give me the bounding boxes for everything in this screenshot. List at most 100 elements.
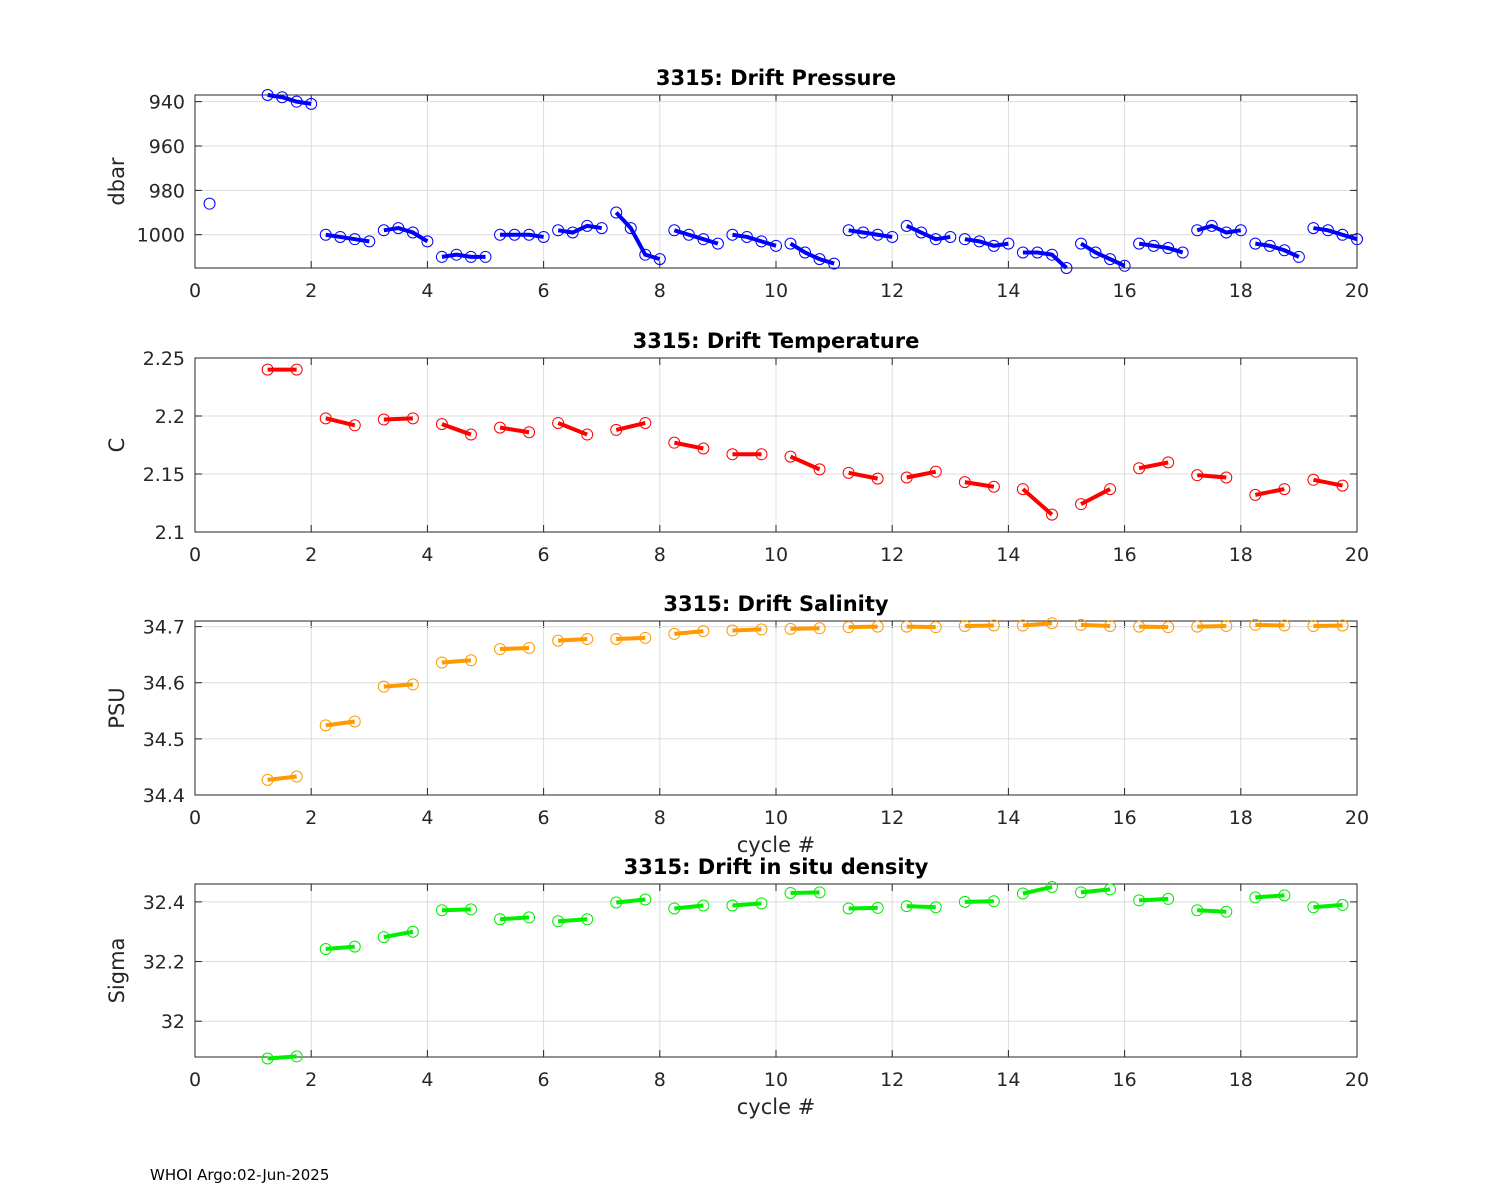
data-point: [1292, 250, 1305, 263]
data-point: [755, 897, 768, 910]
data-point: [421, 235, 434, 248]
data-point: [319, 412, 332, 425]
x-tick-label: 18: [1229, 280, 1253, 302]
series-line: [964, 480, 995, 489]
data-point: [813, 253, 826, 266]
data-point: [377, 931, 390, 944]
data-point: [668, 436, 681, 449]
data-point: [1278, 244, 1291, 257]
data-point: [581, 913, 594, 926]
data-point: [552, 224, 565, 237]
data-point: [261, 1052, 274, 1065]
data-point: [319, 228, 332, 241]
series-line: [1197, 624, 1227, 629]
x-tick-label: 0: [189, 280, 201, 302]
data-point: [1278, 619, 1291, 632]
data-point: [1104, 483, 1117, 496]
data-point: [1220, 226, 1233, 239]
data-point: [900, 471, 913, 484]
data-point: [1220, 905, 1233, 918]
data-point: [494, 913, 507, 926]
y-tick-label: 34.7: [143, 617, 185, 639]
data-point: [494, 643, 507, 656]
data-point: [1321, 224, 1334, 237]
data-point: [726, 624, 739, 637]
data-point: [1336, 898, 1349, 911]
series-line: [1197, 908, 1227, 914]
data-point: [915, 226, 928, 239]
data-point: [1104, 620, 1117, 633]
data-series: [261, 617, 1349, 786]
data-point: [581, 428, 594, 441]
series-line: [790, 626, 820, 631]
data-point: [435, 418, 448, 431]
data-point: [958, 895, 971, 908]
data-point: [784, 450, 797, 463]
data-point: [610, 206, 623, 219]
series-line: [1080, 487, 1111, 506]
series-line: [1313, 902, 1343, 910]
x-tick-label: 0: [189, 1069, 201, 1091]
series-line: [1022, 250, 1068, 270]
data-point: [1162, 621, 1175, 634]
data-point: [886, 230, 899, 243]
y-tick-label: 2.2: [155, 406, 185, 428]
data-point: [595, 222, 608, 235]
data-point: [668, 627, 681, 640]
data-point: [1336, 228, 1349, 241]
data-point: [871, 620, 884, 633]
data-point: [653, 253, 666, 266]
data-point: [1307, 620, 1320, 633]
y-tick-label: 2.15: [143, 464, 185, 486]
data-point: [1249, 618, 1262, 631]
series-line: [1079, 241, 1126, 268]
series-line: [848, 905, 878, 911]
x-tick-label: 14: [996, 544, 1020, 566]
data-point: [450, 248, 463, 261]
x-tick-label: 8: [654, 544, 666, 566]
y-axis-label: C: [105, 438, 129, 453]
data-point: [406, 226, 419, 239]
data-point: [377, 224, 390, 237]
data-point: [334, 230, 347, 243]
data-point: [857, 226, 870, 239]
data-point: [1133, 462, 1146, 475]
series-line: [1313, 623, 1343, 629]
data-point: [929, 621, 942, 634]
data-point: [377, 413, 390, 426]
data-point: [1263, 239, 1276, 252]
series-line: [1197, 473, 1227, 480]
series-line: [905, 224, 951, 242]
x-tick-label: 8: [654, 1069, 666, 1091]
series-line: [848, 624, 878, 630]
data-point: [581, 632, 594, 645]
data-point: [1133, 237, 1146, 250]
series-line: [383, 682, 414, 689]
series-line: [500, 232, 544, 239]
data-point: [523, 641, 536, 654]
data-series: [203, 89, 1363, 274]
data-point: [261, 89, 274, 101]
data-point: [537, 230, 550, 243]
data-point: [624, 222, 637, 235]
data-point: [1075, 498, 1088, 511]
y-tick-label: 1000: [137, 225, 185, 247]
data-point: [770, 239, 782, 252]
data-point: [958, 233, 971, 246]
data-point: [1249, 488, 1262, 501]
data-point: [1249, 891, 1262, 904]
series-line: [848, 470, 879, 481]
data-point: [1104, 253, 1117, 266]
x-tick-label: 20: [1345, 544, 1369, 566]
series-line: [1313, 477, 1343, 488]
series-line: [383, 929, 414, 940]
series-line: [616, 635, 646, 641]
data-point: [1336, 479, 1349, 492]
data-point: [929, 233, 942, 246]
x-tick-label: 0: [189, 807, 201, 829]
data-point: [523, 426, 536, 439]
series-line: [732, 627, 762, 633]
data-point: [668, 224, 681, 237]
series-line: [1138, 460, 1169, 471]
data-point: [552, 634, 565, 647]
